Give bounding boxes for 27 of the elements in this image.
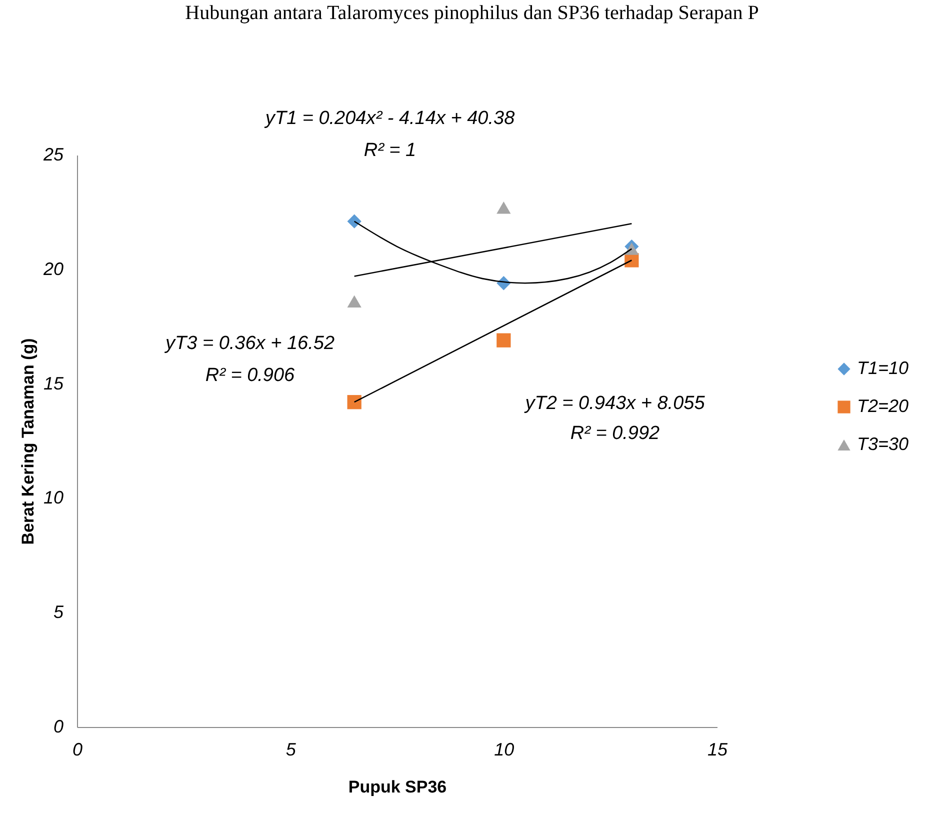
x-tick-label: 10	[494, 740, 514, 760]
legend-label: T1=10	[857, 358, 909, 378]
annotation: yT3 = 0.36x + 16.52	[163, 333, 335, 354]
y-tick-label: 10	[43, 488, 64, 508]
point	[496, 333, 511, 348]
x-tick-label: 5	[286, 740, 297, 760]
annotation: R² = 0.906	[205, 365, 296, 386]
point	[347, 214, 362, 228]
x-axis-title: Pupuk SP36	[348, 778, 447, 796]
annotation: R² = 0.992	[570, 423, 660, 444]
text: yT1 = 0.204x² - 4.14x + 40.38	[263, 108, 516, 129]
point	[347, 395, 362, 410]
y-tick-label: 5	[53, 602, 64, 622]
y-axis-title: Berat Kering Tanaman (g)	[18, 338, 38, 545]
legend-label: T2=20	[857, 396, 909, 416]
y-tick-label: 20	[42, 258, 64, 279]
annotation: R² = 1	[364, 140, 416, 161]
y-tick-label: 15	[43, 373, 64, 394]
annotation: yT2 = 0.943x + 8.055	[523, 393, 706, 414]
point	[496, 202, 511, 214]
legend-label: T3=30	[857, 434, 909, 454]
x-tick-label: 15	[707, 740, 728, 760]
x-tick-label: 0	[72, 740, 83, 760]
point	[347, 295, 362, 308]
y-tick-label: 25	[42, 144, 64, 164]
y-tick-label: 0	[53, 716, 64, 736]
chart-title: Hubungan antara Talaromyces pinophilus dan SP36 terhadap Serapan P	[185, 2, 759, 24]
